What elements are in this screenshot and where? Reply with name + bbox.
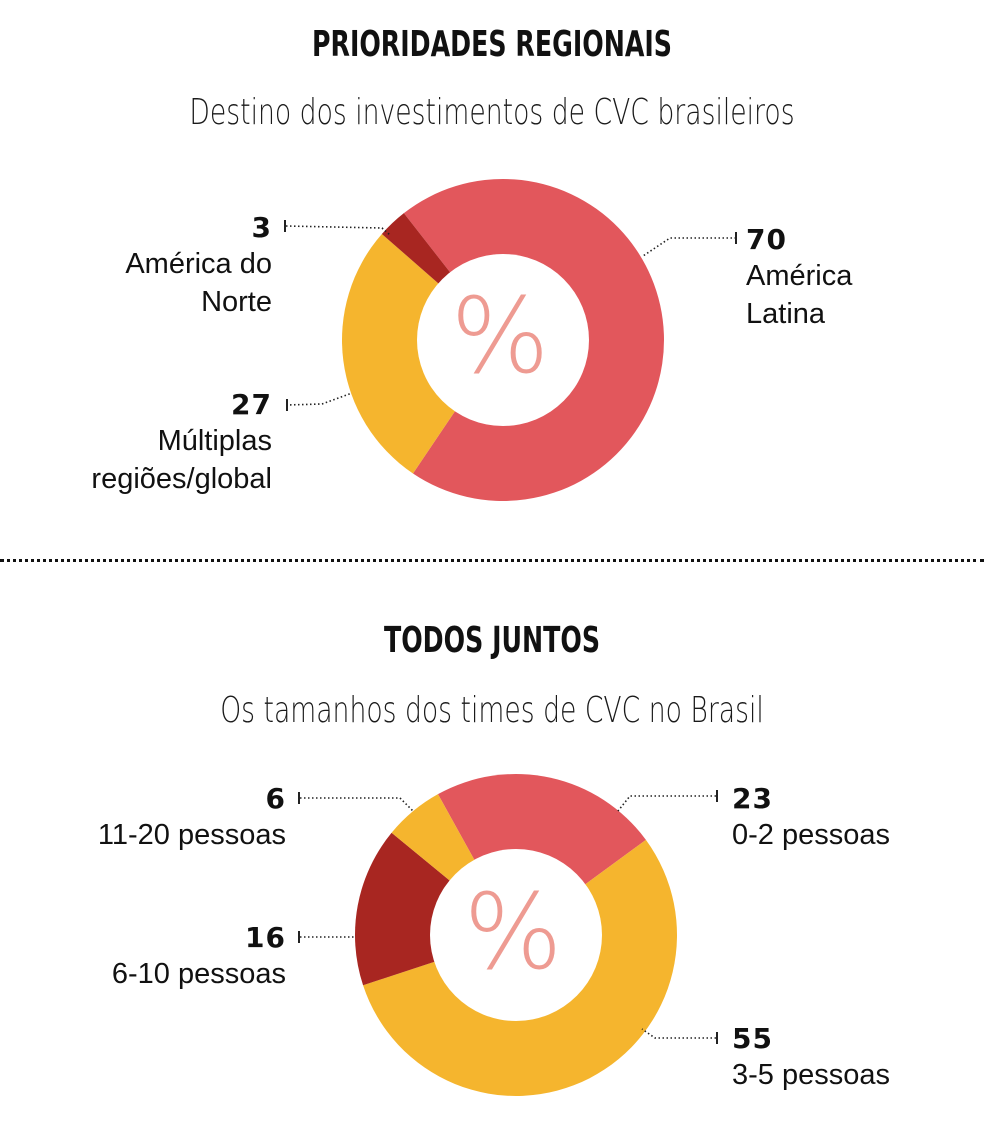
chart2-donut: % xyxy=(298,774,718,1097)
value-3: 3 xyxy=(251,211,272,244)
label-text: 6-10 pessoas xyxy=(111,958,286,990)
label-america-do-norte: 3 América do Norte xyxy=(125,211,272,321)
label-6-10-pessoas: 16 6-10 pessoas xyxy=(112,921,286,993)
chart1-leader-lines xyxy=(285,225,736,406)
percent-symbol: % xyxy=(451,275,550,397)
label-text: Norte xyxy=(201,286,272,318)
section-divider xyxy=(0,559,984,562)
chart1-donut: % xyxy=(284,179,737,502)
label-text: 11-20 pessoas xyxy=(97,819,286,851)
value-23: 23 xyxy=(732,782,773,815)
label-multiplas-regioes: 27 Múltiplas regiões/global xyxy=(91,388,272,498)
chart2-leader-ticks xyxy=(298,790,718,1044)
value-16: 16 xyxy=(245,921,286,954)
chart2-leader-lines xyxy=(300,795,716,1039)
label-text: regiões/global xyxy=(91,463,272,495)
percent-symbol: % xyxy=(464,871,563,993)
label-text: América xyxy=(746,260,853,292)
chart2-title: TODOS JUNTOS xyxy=(383,620,601,661)
chart2-subtitle: Os tamanhos dos times de CVC no Brasil xyxy=(220,690,764,731)
label-america-latina: 70 América Latina xyxy=(746,223,852,333)
label-text: Latina xyxy=(746,298,826,330)
label-11-20-pessoas: 6 11-20 pessoas xyxy=(98,782,286,854)
chart1-leader-ticks xyxy=(284,220,737,411)
label-0-2-pessoas: 23 0-2 pessoas xyxy=(732,782,890,854)
value-55: 55 xyxy=(732,1022,773,1055)
label-text: Múltiplas xyxy=(157,425,272,457)
chart1-subtitle: Destino dos investimentos de CVC brasile… xyxy=(189,92,795,133)
label-text: América do xyxy=(125,248,272,280)
label-text: 0-2 pessoas xyxy=(732,819,890,851)
value-27: 27 xyxy=(231,388,272,421)
chart1-title: PRIORIDADES REGIONAIS xyxy=(311,24,673,65)
label-text: 3-5 pessoas xyxy=(732,1059,890,1091)
label-3-5-pessoas: 55 3-5 pessoas xyxy=(732,1022,890,1094)
value-70: 70 xyxy=(746,223,787,256)
value-6: 6 xyxy=(265,782,286,815)
